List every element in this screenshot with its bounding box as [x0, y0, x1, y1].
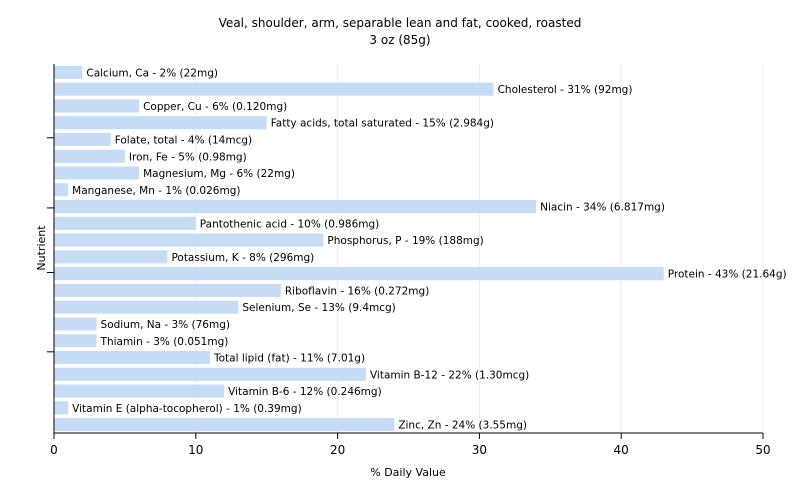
- bar-label: Fatty acids, total saturated - 15% (2.98…: [271, 118, 494, 130]
- bar: [54, 267, 664, 281]
- bar-label: Manganese, Mn - 1% (0.026mg): [72, 185, 240, 197]
- bar: [54, 418, 395, 432]
- bar: [54, 250, 168, 264]
- bars: Calcium, Ca - 2% (22mg) Cholesterol - 31%…: [54, 65, 787, 432]
- bar: [54, 334, 97, 348]
- bar-label: Protein - 43% (21.64g): [668, 269, 787, 281]
- bar-label: Calcium, Ca - 2% (22mg): [86, 67, 218, 79]
- bar: [54, 283, 281, 297]
- x-tick-label: 30: [472, 443, 487, 457]
- x-axis-label: % Daily Value: [370, 466, 446, 479]
- bar: [54, 384, 225, 398]
- bar: [54, 166, 140, 180]
- bar-label: Riboflavin - 16% (0.272mg): [285, 285, 429, 297]
- bar: [54, 132, 111, 147]
- bar: [54, 116, 267, 130]
- bar: [54, 200, 537, 214]
- bar-label: Magnesium, Mg - 6% (22mg): [143, 168, 295, 180]
- bar: [54, 65, 83, 79]
- bar-label: Thiamin - 3% (0.051mg): [100, 336, 229, 348]
- bar: [54, 367, 366, 381]
- x-tick-labels: 0 10 20 30 40 50: [50, 433, 771, 457]
- bar: [54, 82, 494, 96]
- bar-label: Iron, Fe - 5% (0.98mg): [129, 151, 247, 163]
- bar-label: Niacin - 34% (6.817mg): [540, 202, 665, 214]
- bar-label: Vitamin B-12 - 22% (1.30mcg): [370, 369, 529, 381]
- bar-label: Copper, Cu - 6% (0.120mg): [143, 101, 287, 113]
- chart-title: Veal, shoulder, arm, separable lean and …: [219, 16, 582, 30]
- bar-label: Potassium, K - 8% (296mg): [171, 252, 314, 264]
- bar: [54, 300, 239, 314]
- bar: [54, 216, 196, 230]
- bar: [54, 317, 97, 331]
- bar: [54, 233, 324, 247]
- bar: [54, 99, 140, 113]
- bar-label: Vitamin E (alpha-tocopherol) - 1% (0.39m…: [72, 403, 302, 415]
- x-tick-label: 0: [50, 443, 58, 457]
- bar-label: Total lipid (fat) - 11% (7.01g): [213, 353, 365, 365]
- bar: [54, 401, 69, 415]
- bar-label: Zinc, Zn - 24% (3.55mg): [398, 420, 527, 432]
- bar: [54, 350, 210, 365]
- chart-subtitle: 3 oz (85g): [369, 33, 430, 47]
- x-tick-label: 20: [330, 443, 345, 457]
- x-tick-label: 10: [188, 443, 203, 457]
- x-tick-label: 50: [755, 443, 770, 457]
- bar-label: Cholesterol - 31% (92mg): [498, 84, 633, 96]
- bar-label: Selenium, Se - 13% (9.4mcg): [242, 302, 395, 314]
- axes: [47, 64, 763, 434]
- bar: [54, 149, 125, 163]
- bar-label: Vitamin B-6 - 12% (0.246mg): [228, 386, 382, 398]
- bar-label: Folate, total - 4% (14mcg): [115, 134, 252, 146]
- bar-label: Sodium, Na - 3% (76mg): [101, 319, 230, 331]
- bar-label: Pantothenic acid - 10% (0.986mg): [200, 218, 379, 230]
- x-tick-label: 40: [614, 443, 629, 457]
- bar: [54, 183, 69, 197]
- bar-label: Phosphorus, P - 19% (188mg): [327, 235, 483, 247]
- y-axis-label: Nutrient: [35, 225, 48, 271]
